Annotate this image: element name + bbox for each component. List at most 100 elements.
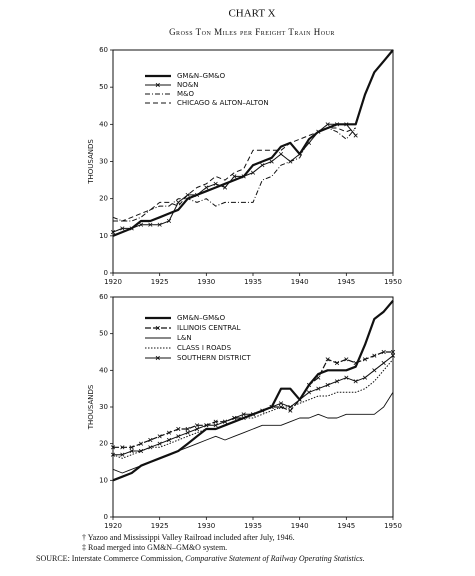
- y-tick-label: 50: [99, 330, 108, 338]
- y-tick-label: 20: [99, 195, 108, 203]
- x-tick-label: 1930: [197, 278, 215, 286]
- point-marker: [110, 230, 116, 235]
- point-marker: [260, 163, 265, 168]
- series-line: [112, 49, 394, 237]
- point-marker: [204, 423, 209, 428]
- point-marker: [148, 222, 153, 227]
- y-axis-label: THOUSANDS: [87, 384, 95, 430]
- point-marker: [157, 222, 162, 227]
- series-line: [113, 355, 394, 456]
- point-marker: [232, 174, 237, 179]
- point-marker: [362, 357, 368, 362]
- point-marker: [390, 353, 396, 358]
- point-marker: [110, 452, 116, 457]
- series-line: [113, 351, 393, 448]
- y-tick-label: 30: [99, 403, 108, 411]
- point-marker: [213, 423, 218, 428]
- legend-label: L&N: [177, 334, 192, 342]
- point-marker: [297, 397, 302, 402]
- point-marker: [166, 430, 172, 435]
- point-marker: [372, 368, 377, 373]
- x-tick-label: 1920: [104, 278, 122, 286]
- point-marker: [353, 133, 358, 138]
- point-marker: [325, 122, 330, 127]
- point-marker: [381, 349, 386, 355]
- point-marker: [232, 415, 237, 421]
- x-tick-label: 1950: [384, 278, 402, 286]
- legend-marker: [155, 325, 160, 331]
- point-marker: [176, 434, 181, 439]
- point-marker: [194, 423, 200, 428]
- x-tick-label: 1940: [291, 522, 309, 530]
- y-tick-label: 10: [99, 476, 108, 484]
- point-marker: [306, 390, 312, 395]
- point-marker: [316, 386, 321, 391]
- point-marker: [241, 174, 246, 179]
- point-marker: [288, 408, 293, 413]
- point-marker: [213, 181, 218, 186]
- point-marker: [138, 441, 144, 446]
- x-tick-label: 1935: [244, 522, 262, 530]
- point-marker: [213, 419, 218, 424]
- y-tick-label: 10: [99, 232, 108, 240]
- legend-label: CHICAGO & ALTON–ALTON: [177, 99, 269, 107]
- point-marker: [390, 349, 396, 355]
- point-marker: [185, 426, 190, 432]
- page-subtitle: Gross Ton Miles per Freight Train Hour: [169, 27, 335, 37]
- point-marker: [288, 404, 293, 410]
- footnote: ‡ Road merged into GM&N–GM&O system.: [82, 543, 227, 552]
- source-text: Interstate Commerce Commission,: [72, 554, 183, 563]
- y-tick-label: 60: [99, 46, 108, 54]
- point-marker: [138, 448, 144, 454]
- point-marker: [157, 434, 162, 439]
- series-line: [112, 127, 357, 222]
- point-marker: [129, 226, 134, 231]
- point-marker: [362, 375, 368, 380]
- plot-frame: [112, 296, 394, 518]
- point-marker: [278, 151, 284, 157]
- series-line: [112, 358, 394, 459]
- point-marker: [381, 360, 386, 366]
- point-marker: [278, 401, 284, 406]
- legend-label: ILLINOIS CENTRAL: [177, 324, 241, 332]
- y-axis-label: THOUSANDS: [87, 139, 95, 185]
- y-tick-label: 40: [99, 366, 108, 374]
- point-marker: [372, 353, 377, 358]
- point-marker: [241, 412, 246, 417]
- point-marker: [344, 122, 349, 127]
- point-marker: [120, 445, 125, 450]
- point-marker: [306, 382, 312, 388]
- y-tick-label: 0: [104, 269, 108, 277]
- series-line: [112, 392, 394, 474]
- point-marker: [334, 379, 340, 384]
- legend-label: CLASS I ROADS: [177, 344, 232, 352]
- series-line: [112, 123, 357, 233]
- point-marker: [129, 448, 134, 454]
- point-marker: [250, 412, 256, 417]
- y-tick-label: 20: [99, 440, 108, 448]
- point-marker: [269, 159, 274, 164]
- footnote: † Yazoo and Mississippi Valley Railroad …: [82, 533, 295, 542]
- point-marker: [325, 382, 330, 388]
- plot-frame: [112, 49, 394, 274]
- legend-label: GM&N–GM&O: [177, 72, 226, 80]
- point-marker: [194, 426, 200, 432]
- point-marker: [306, 140, 312, 145]
- point-marker: [344, 357, 349, 362]
- x-tick-label: 1935: [244, 278, 262, 286]
- point-marker: [120, 226, 125, 231]
- point-marker: [120, 452, 125, 457]
- point-marker: [353, 379, 358, 384]
- point-marker: [250, 170, 256, 175]
- point-marker: [138, 222, 144, 227]
- point-marker: [166, 437, 172, 443]
- point-marker: [176, 426, 181, 432]
- source-title: Comparative Statement of Railway Operati…: [185, 554, 365, 563]
- legend-label: NO&N: [177, 81, 198, 89]
- point-marker: [269, 404, 274, 410]
- x-tick-label: 1925: [151, 522, 169, 530]
- x-tick-label: 1920: [104, 522, 122, 530]
- source-note: SOURCE: Interstate Commerce Commission, …: [36, 554, 365, 563]
- point-marker: [166, 218, 172, 224]
- y-tick-label: 60: [99, 293, 108, 301]
